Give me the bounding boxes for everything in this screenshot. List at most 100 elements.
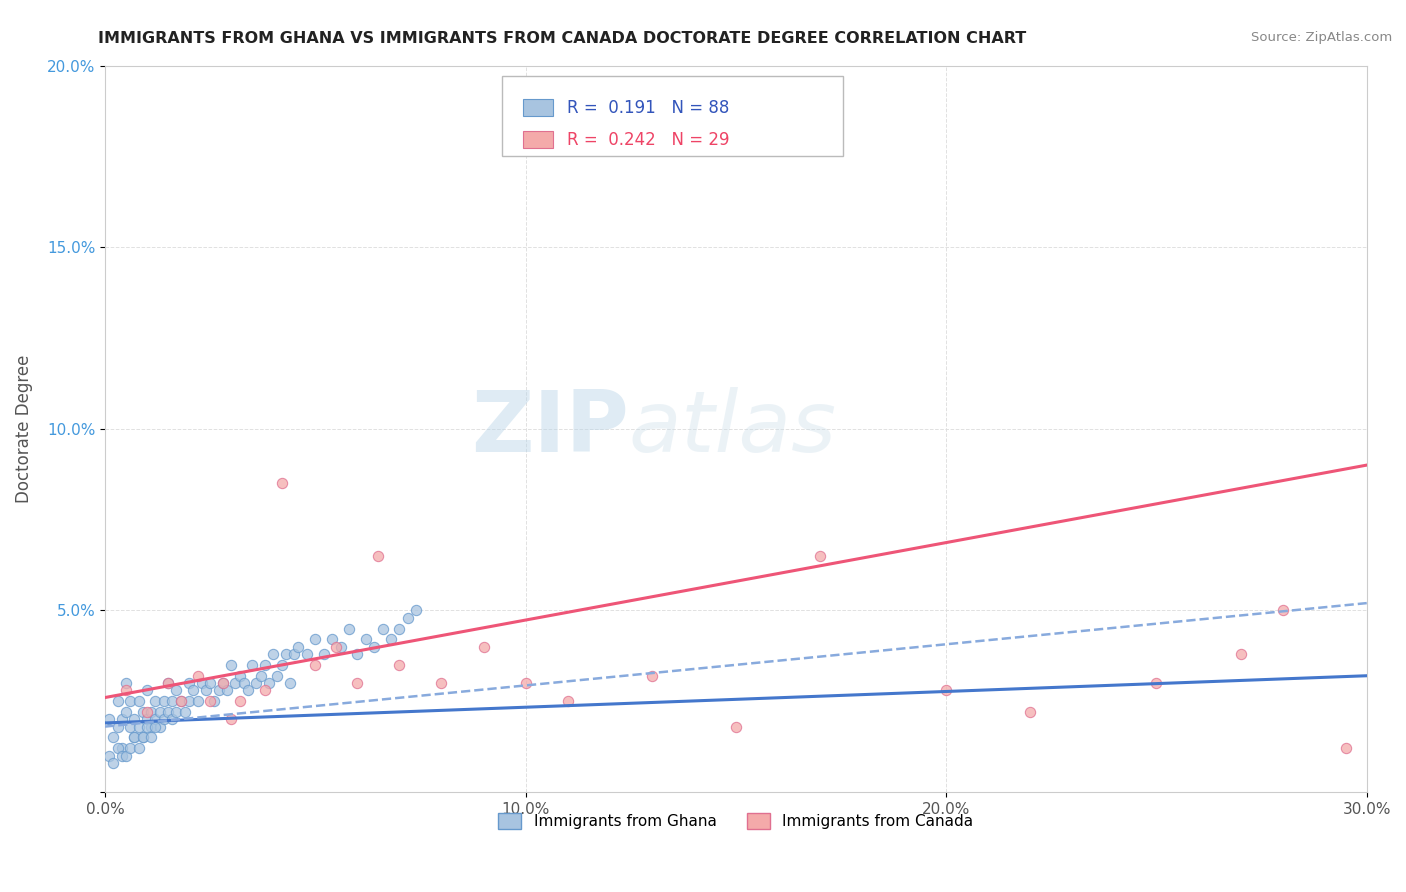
Point (472, 640, 495, 654)
Point (304, 632, 326, 647)
Point (935, 683, 957, 698)
Point (1019, 705, 1042, 719)
Point (98, 712, 121, 726)
Point (278, 676, 301, 690)
Point (132, 731, 155, 745)
Point (215, 683, 238, 698)
Point (329, 640, 352, 654)
Y-axis label: Doctorate Degree: Doctorate Degree (15, 355, 32, 503)
Point (136, 705, 159, 719)
Point (232, 676, 254, 690)
Point (103, 731, 125, 745)
Point (174, 705, 197, 719)
Point (186, 694, 208, 708)
Point (166, 683, 188, 698)
Point (557, 694, 579, 708)
Point (115, 748, 138, 763)
Point (120, 741, 142, 756)
Point (141, 705, 163, 719)
Text: ZIP: ZIP (471, 387, 628, 470)
Point (253, 683, 276, 698)
Point (198, 694, 221, 708)
Point (325, 640, 347, 654)
Point (641, 669, 664, 683)
Point (177, 676, 200, 690)
Point (346, 676, 368, 690)
Point (190, 676, 212, 690)
Point (132, 731, 155, 745)
Point (128, 694, 150, 708)
Point (111, 748, 134, 763)
Point (115, 683, 138, 698)
Point (211, 676, 233, 690)
Point (103, 756, 125, 770)
Point (145, 694, 167, 708)
FancyBboxPatch shape (502, 77, 844, 156)
FancyBboxPatch shape (523, 99, 553, 117)
Point (186, 669, 208, 683)
Point (115, 676, 138, 690)
FancyBboxPatch shape (523, 131, 553, 148)
Point (145, 712, 167, 726)
Point (115, 705, 138, 719)
Point (228, 694, 250, 708)
Point (283, 647, 305, 661)
Point (1271, 603, 1294, 617)
Point (107, 694, 129, 708)
Point (141, 720, 163, 734)
Legend: Immigrants from Ghana, Immigrants from Canada: Immigrants from Ghana, Immigrants from C… (492, 807, 980, 835)
Point (194, 683, 217, 698)
Point (270, 476, 292, 491)
Point (257, 676, 280, 690)
Point (371, 622, 394, 636)
Point (120, 694, 142, 708)
Point (162, 712, 184, 726)
Point (724, 720, 747, 734)
Point (153, 712, 176, 726)
Point (107, 720, 129, 734)
Point (363, 640, 385, 654)
Point (1146, 676, 1168, 690)
Point (295, 647, 318, 661)
Point (380, 632, 402, 647)
Point (124, 731, 146, 745)
Point (136, 712, 159, 726)
Point (249, 669, 271, 683)
Point (170, 694, 193, 708)
Point (211, 676, 233, 690)
Point (124, 731, 146, 745)
Point (388, 657, 411, 672)
Point (1229, 647, 1251, 661)
Point (136, 720, 159, 734)
Point (166, 705, 188, 719)
Point (145, 720, 167, 734)
Point (107, 741, 129, 756)
Text: R =  0.242   N = 29: R = 0.242 N = 29 (567, 131, 730, 149)
Point (1334, 741, 1357, 756)
Point (396, 610, 419, 624)
Point (202, 694, 225, 708)
Point (274, 647, 297, 661)
Point (228, 669, 250, 683)
Point (219, 712, 242, 726)
Point (270, 657, 292, 672)
Point (321, 632, 343, 647)
Point (337, 622, 360, 636)
Text: IMMIGRANTS FROM GHANA VS IMMIGRANTS FROM CANADA DOCTORATE DEGREE CORRELATION CHA: IMMIGRANTS FROM GHANA VS IMMIGRANTS FROM… (98, 31, 1026, 46)
Point (405, 603, 427, 617)
Point (157, 676, 180, 690)
Point (198, 676, 221, 690)
Point (181, 683, 204, 698)
Point (149, 720, 172, 734)
Point (170, 694, 193, 708)
Point (98, 748, 121, 763)
Point (157, 676, 180, 690)
Point (136, 683, 159, 698)
Point (177, 694, 200, 708)
Point (312, 647, 335, 661)
Point (430, 676, 453, 690)
Point (354, 632, 377, 647)
Point (162, 694, 184, 708)
Point (219, 657, 242, 672)
Point (120, 720, 142, 734)
